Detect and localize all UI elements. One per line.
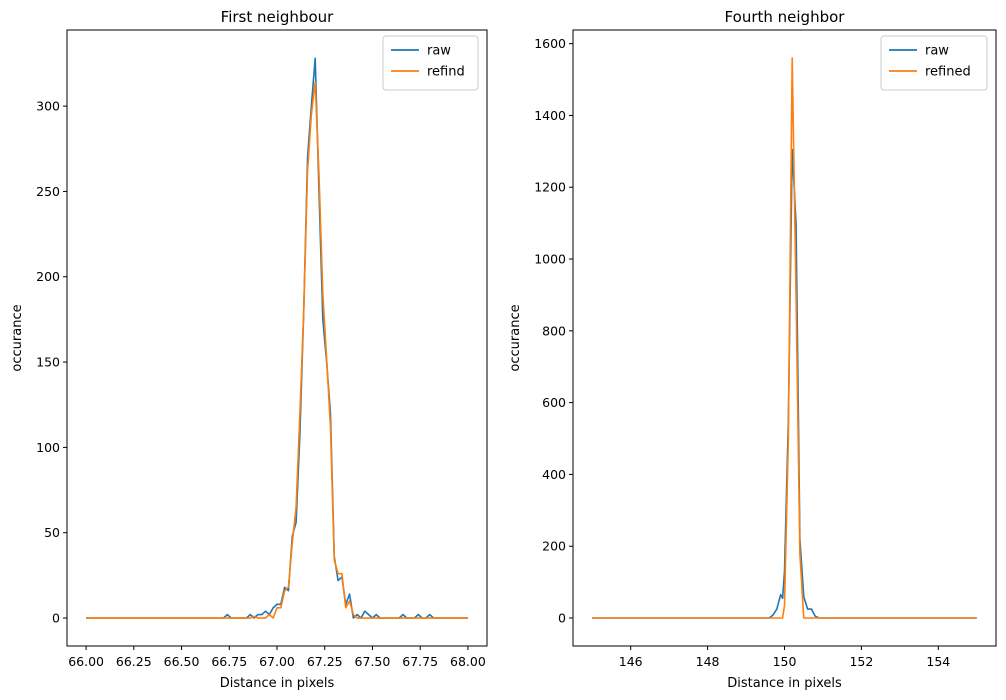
y-tick-label: 200 (542, 539, 566, 554)
y-tick-label: 400 (542, 467, 566, 482)
x-tick-label: 66.25 (116, 654, 152, 669)
subplot-first-neighbour: 66.00 66.25 66.50 66.75 67.00 67.25 67.50 67.75… (10, 8, 488, 691)
y-tick-label: 600 (542, 395, 566, 410)
y-tick-label: 200 (36, 269, 60, 284)
series-line-raw (592, 148, 977, 619)
series-line-refined (592, 57, 977, 619)
y-tick-label: 1200 (534, 180, 566, 195)
y-tick-label: 150 (36, 355, 60, 370)
x-tick-label: 154 (926, 654, 950, 669)
subplot-fourth-neighbor: 146 148 150 152 154 0 200 400 600 800 1000 1200 1400… (508, 8, 997, 691)
x-tick-label: 67.00 (259, 654, 295, 669)
y-tick-label: 800 (542, 323, 566, 338)
y-tick-label: 50 (44, 525, 60, 540)
legend-label-raw: raw (427, 44, 451, 59)
y-tick-label: 100 (36, 440, 60, 455)
y-tick-label: 250 (36, 184, 60, 199)
x-tick-label: 148 (696, 654, 720, 669)
y-tick-label: 0 (558, 611, 566, 626)
x-axis-label: Distance in pixels (220, 676, 335, 691)
y-tick-label: 300 (36, 99, 60, 114)
y-tick-label: 1000 (534, 252, 566, 267)
x-tick-label: 66.75 (211, 654, 247, 669)
x-axis-label: Distance in pixels (727, 676, 842, 691)
legend-label-refined: refined (925, 65, 971, 80)
x-tick-label: 66.00 (68, 654, 104, 669)
y-tick-label: 1600 (534, 36, 566, 51)
chart-title: Fourth neighbor (725, 8, 846, 26)
y-axis-label: occurance (508, 304, 523, 371)
x-tick-label: 66.50 (164, 654, 200, 669)
series-line-raw (86, 57, 468, 619)
x-tick-label: 146 (619, 654, 643, 669)
chart-title: First neighbour (221, 8, 334, 26)
series-line-refind (86, 81, 468, 619)
x-tick-label: 150 (773, 654, 797, 669)
y-axis-label: occurance (10, 304, 25, 371)
x-tick-label: 67.25 (307, 654, 343, 669)
y-tick-label: 0 (52, 611, 60, 626)
x-tick-label: 67.50 (355, 654, 391, 669)
x-tick-label: 68.00 (450, 654, 486, 669)
x-tick-label: 152 (849, 654, 873, 669)
plot-frame (66, 29, 488, 647)
legend-label-refind: refind (427, 65, 465, 80)
y-tick-label: 1400 (534, 108, 566, 123)
x-tick-label: 67.75 (402, 654, 438, 669)
legend-label-raw: raw (925, 44, 949, 59)
